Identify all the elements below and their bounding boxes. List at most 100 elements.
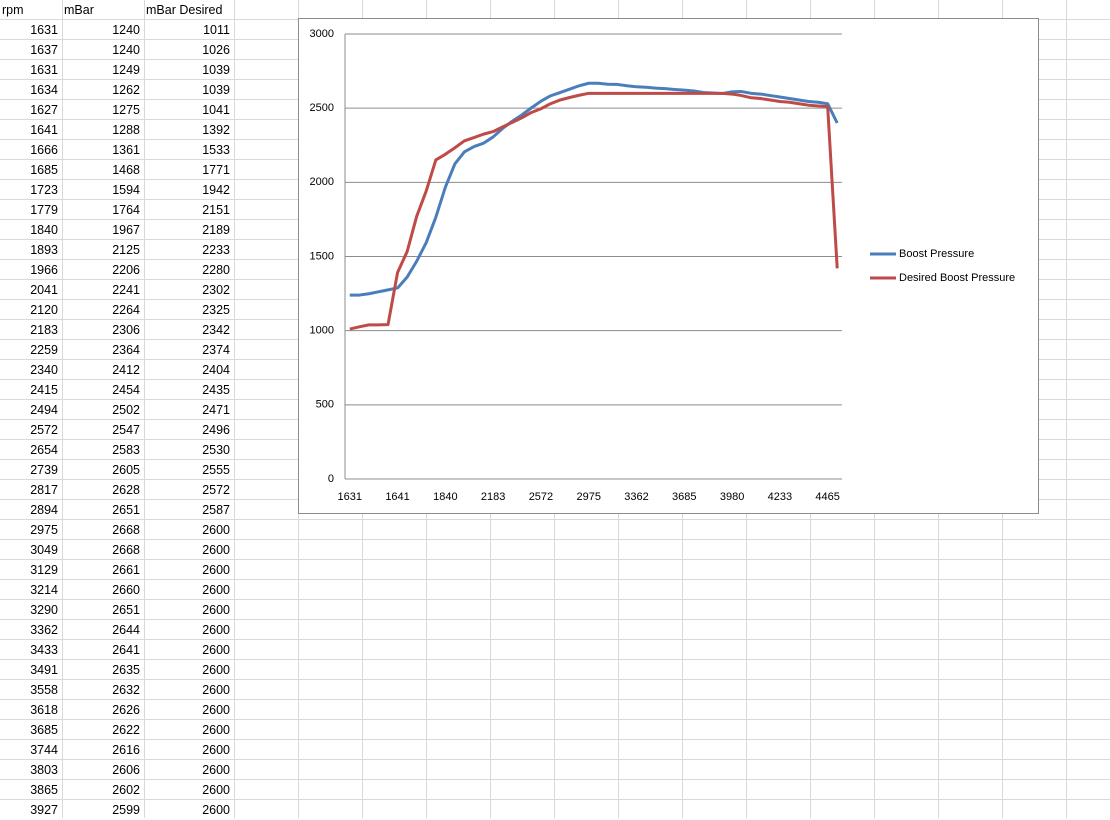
table-cell: 3618 bbox=[30, 703, 58, 717]
table-cell: 2412 bbox=[112, 363, 140, 377]
table-cell: 2530 bbox=[202, 443, 230, 457]
table-cell: 2600 bbox=[202, 523, 230, 537]
table-cell: 2600 bbox=[202, 723, 230, 737]
table-cell: 2661 bbox=[112, 563, 140, 577]
table-cell: 2233 bbox=[202, 243, 230, 257]
table-cell: 2651 bbox=[112, 503, 140, 517]
table-cell: 3685 bbox=[30, 723, 58, 737]
x-tick-label: 1631 bbox=[338, 491, 362, 503]
table-cell: 2606 bbox=[112, 763, 140, 777]
table-cell: 2668 bbox=[112, 543, 140, 557]
table-cell: 1666 bbox=[30, 143, 58, 157]
column-line bbox=[234, 0, 235, 818]
table-cell: 2502 bbox=[112, 403, 140, 417]
table-cell: 2125 bbox=[112, 243, 140, 257]
table-cell: 3558 bbox=[30, 683, 58, 697]
table-cell: 1685 bbox=[30, 163, 58, 177]
y-tick-label: 1500 bbox=[310, 250, 334, 262]
table-cell: 1779 bbox=[30, 203, 58, 217]
series-line bbox=[349, 91, 839, 331]
table-cell: 2654 bbox=[30, 443, 58, 457]
table-cell: 2651 bbox=[112, 603, 140, 617]
x-tick-label: 2183 bbox=[481, 491, 505, 503]
table-cell: 2600 bbox=[202, 803, 230, 817]
table-cell: 2264 bbox=[112, 303, 140, 317]
table-cell: 1723 bbox=[30, 183, 58, 197]
y-tick-label: 0 bbox=[328, 473, 334, 485]
table-cell: 2120 bbox=[30, 303, 58, 317]
legend-label: Desired Boost Pressure bbox=[899, 272, 1015, 284]
table-cell: 2583 bbox=[112, 443, 140, 457]
table-cell: 2374 bbox=[202, 343, 230, 357]
table-cell: 2415 bbox=[30, 383, 58, 397]
table-cell: 1249 bbox=[112, 63, 140, 77]
table-cell: 2600 bbox=[202, 583, 230, 597]
table-cell: 2435 bbox=[202, 383, 230, 397]
y-tick-label: 2000 bbox=[310, 176, 334, 188]
table-cell: 3290 bbox=[30, 603, 58, 617]
table-cell: 1011 bbox=[203, 23, 230, 37]
table-cell: 2600 bbox=[202, 763, 230, 777]
table-cell: 2641 bbox=[112, 643, 140, 657]
table-cell: 1771 bbox=[202, 163, 230, 177]
table-cell: 1594 bbox=[112, 183, 140, 197]
table-cell: 2626 bbox=[112, 703, 140, 717]
table-cell: 1361 bbox=[112, 143, 140, 157]
chart: 0 500 1000 1500 2000 2500 3000 1631 1641 1840 2183… bbox=[298, 18, 1039, 514]
table-cell: 1026 bbox=[202, 43, 230, 57]
table-cell: 3927 bbox=[30, 803, 58, 817]
table-cell: 2587 bbox=[202, 503, 230, 517]
x-tick-label: 1840 bbox=[433, 491, 457, 503]
table-cell: 1764 bbox=[112, 203, 140, 217]
table-cell: 1039 bbox=[202, 83, 230, 97]
legend-label: Boost Pressure bbox=[899, 248, 974, 260]
x-tick-label: 4233 bbox=[768, 491, 792, 503]
table-cell: 1468 bbox=[112, 163, 140, 177]
table-cell: 1966 bbox=[30, 263, 58, 277]
table-cell: 1275 bbox=[112, 103, 140, 117]
table-cell: 2494 bbox=[30, 403, 58, 417]
table-cell: 1262 bbox=[112, 83, 140, 97]
table-cell: 1041 bbox=[202, 103, 230, 117]
table-cell: 2340 bbox=[30, 363, 58, 377]
table-cell: 2454 bbox=[112, 383, 140, 397]
table-cell: 3129 bbox=[30, 563, 58, 577]
table-cell: 1840 bbox=[30, 223, 58, 237]
table-cell: 2325 bbox=[202, 303, 230, 317]
table-cell: 2471 bbox=[202, 403, 230, 417]
table-cell: 2280 bbox=[202, 263, 230, 277]
table-cell: 3433 bbox=[30, 643, 58, 657]
table-cell: 3049 bbox=[30, 543, 58, 557]
table-cell: 2555 bbox=[202, 463, 230, 477]
table-cell: 2739 bbox=[30, 463, 58, 477]
column-header: mBar bbox=[64, 3, 94, 17]
table-cell: 3744 bbox=[30, 743, 58, 757]
table-cell: 3214 bbox=[30, 583, 58, 597]
table-cell: 2894 bbox=[30, 503, 58, 517]
table-cell: 1631 bbox=[30, 23, 58, 37]
table-cell: 1240 bbox=[112, 23, 140, 37]
table-cell: 2817 bbox=[30, 483, 58, 497]
table-cell: 1631 bbox=[30, 63, 58, 77]
table-cell: 2041 bbox=[30, 283, 58, 297]
table-cell: 2547 bbox=[112, 423, 140, 437]
table-cell: 2600 bbox=[202, 623, 230, 637]
series-line bbox=[349, 81, 839, 297]
x-tick-label: 3362 bbox=[624, 491, 648, 503]
table-cell: 2660 bbox=[112, 583, 140, 597]
table-cell: 2600 bbox=[202, 703, 230, 717]
table-cell: 2259 bbox=[30, 343, 58, 357]
column-header: rpm bbox=[2, 3, 24, 17]
table-cell: 2496 bbox=[202, 423, 230, 437]
column-header: mBar Desired bbox=[146, 3, 223, 17]
table-cell: 2605 bbox=[112, 463, 140, 477]
table-cell: 2600 bbox=[202, 783, 230, 797]
x-tick-label: 2572 bbox=[529, 491, 553, 503]
table-cell: 2600 bbox=[202, 743, 230, 757]
table-cell: 2306 bbox=[112, 323, 140, 337]
y-tick-label: 1000 bbox=[310, 325, 334, 337]
table-cell: 2206 bbox=[112, 263, 140, 277]
x-tick-label: 2975 bbox=[576, 491, 600, 503]
table-cell: 2364 bbox=[112, 343, 140, 357]
table-cell: 3362 bbox=[30, 623, 58, 637]
